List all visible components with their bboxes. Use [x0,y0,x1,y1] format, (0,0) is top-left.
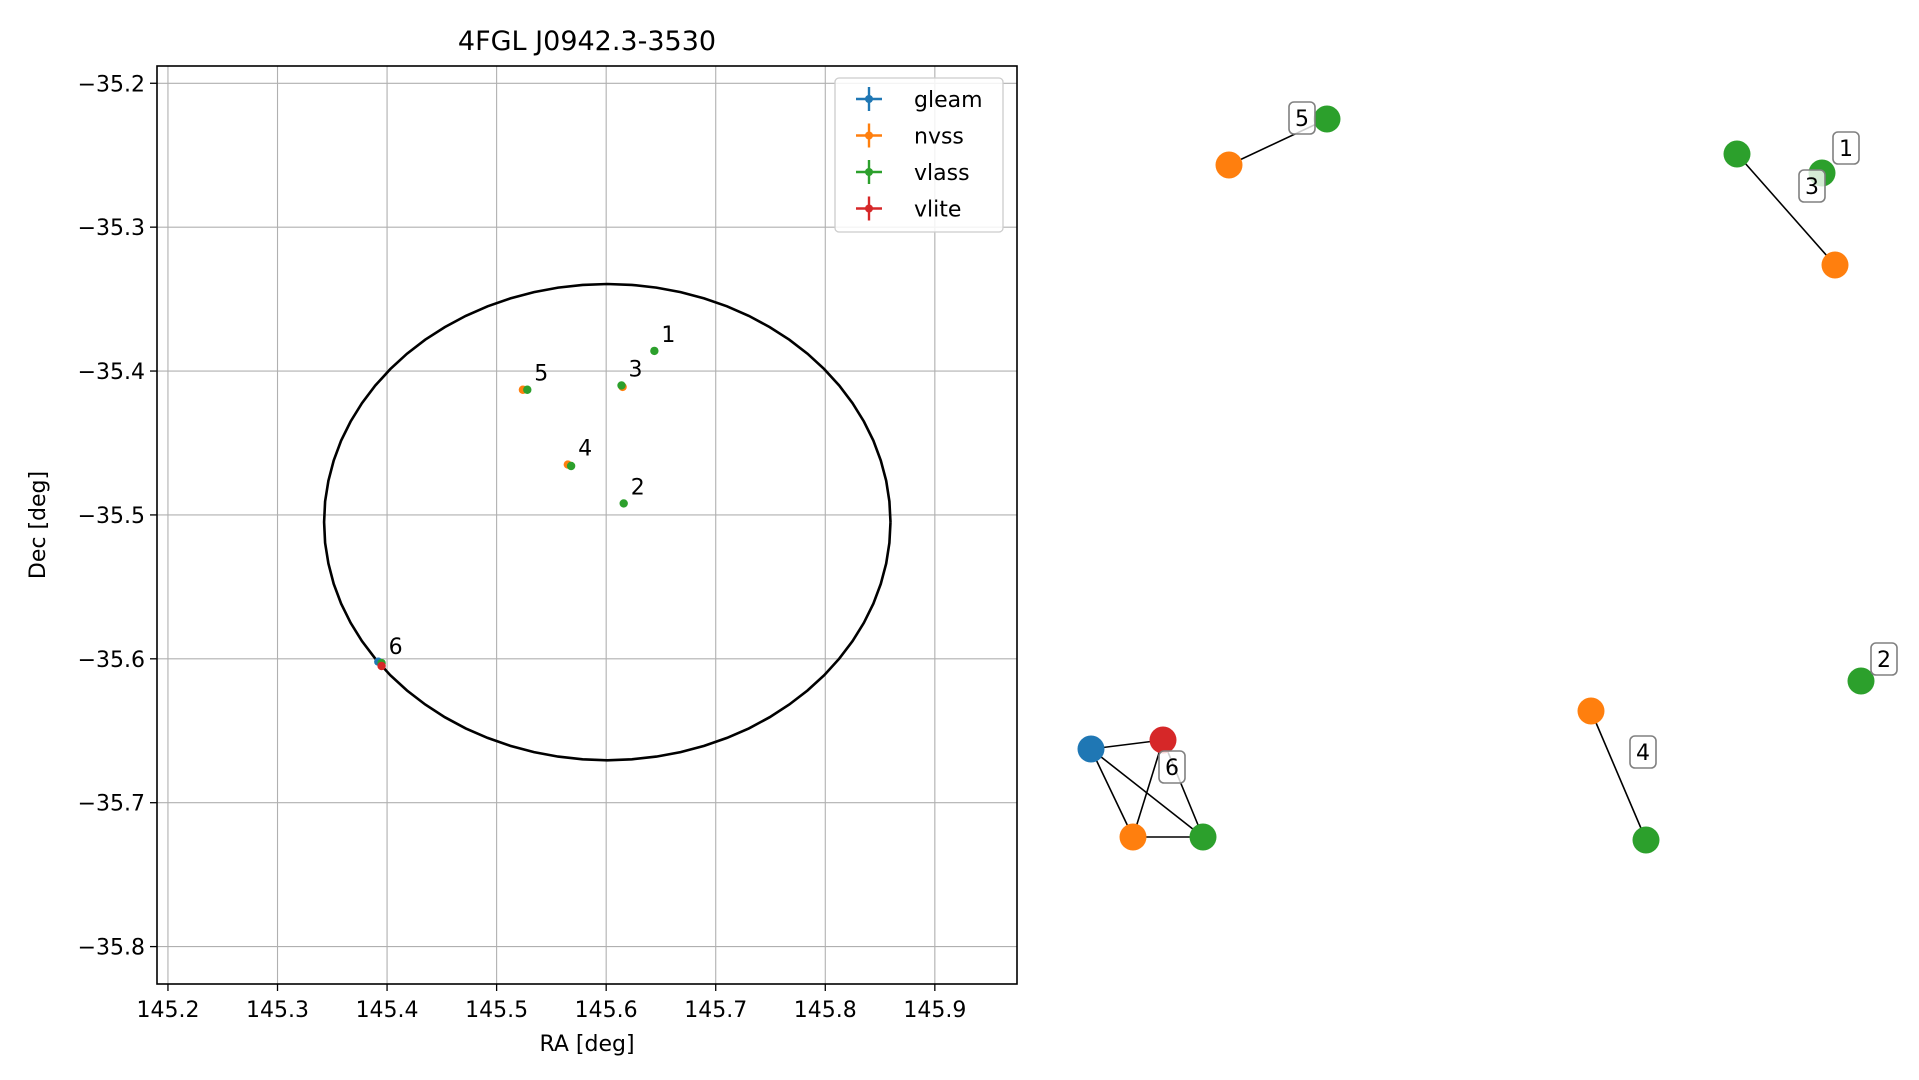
node-nvss [1215,151,1243,179]
x-tick-label: 145.6 [575,998,638,1023]
legend-dot-gleam [865,95,873,103]
x-axis-label: RA [deg] [539,1032,634,1057]
y-tick-label: −35.5 [78,504,145,529]
data-points [374,346,659,671]
node-nvss [1577,697,1605,725]
group-label: 2 [1877,648,1891,673]
annotation-label: 3 [629,357,643,382]
y-tick-label: −35.2 [78,72,145,97]
network-nodes [1077,105,1875,854]
group-label-box [1158,750,1186,784]
y-tick-label: −35.7 [78,792,145,817]
scatter-chart: 4FGL J0942.3-3530 145.2 145.3 145.4 145.5 14… [26,26,1018,1057]
y-axis-ticks: −35.2 −35.3 −35.4 −35.5 −35.6 −35.7 −35.8 [78,72,157,961]
annotation-label: 2 [631,475,645,500]
x-tick-label: 145.4 [356,998,419,1023]
node-vlass [1313,105,1341,133]
group-label: 1 [1839,137,1853,162]
annotation-label: 1 [661,323,675,348]
group-label: 3 [1805,175,1819,200]
y-tick-label: −35.3 [78,216,145,241]
point-vlass [523,385,532,394]
group-label-box [1629,735,1657,769]
node-vlite [1149,726,1177,754]
edge-group-6 [1090,748,1134,838]
group-label-box [1288,101,1316,135]
plot-frame [156,65,1018,985]
annotation-label: 6 [389,635,403,660]
network-labels: 1 2 3 4 5 6 [1158,101,1898,784]
edge-group-3 [1736,153,1836,266]
x-tick-label: 145.5 [465,998,528,1023]
group-label: 6 [1165,756,1179,781]
annotation-label: 4 [578,437,592,462]
legend-label-vlass: vlass [914,161,970,186]
legend-dot-nvss [865,131,873,140]
group-label: 5 [1295,107,1309,132]
legend-dot-vlass [865,168,873,176]
group-label-box [1832,131,1860,165]
legend-box [834,77,1004,233]
edge-group-6 [1132,739,1164,838]
source-annotations: 1 2 3 4 5 6 [389,323,676,660]
y-tick-label: −35.6 [78,648,145,673]
point-vlass [650,346,659,356]
node-nvss [1119,823,1147,851]
legend-label-gleam: gleam [914,88,983,113]
node-nvss [1821,251,1849,279]
y-axis-label: Dec [deg] [26,471,51,579]
legend-dot-vlite [865,204,873,213]
y-tick-label: −35.4 [78,360,145,385]
x-tick-label: 145.2 [136,998,199,1023]
node-gleam [1077,735,1105,763]
point-vlass [617,381,626,390]
match-network: 1 2 3 4 5 6 [1077,101,1898,854]
x-tick-label: 145.3 [246,998,309,1023]
x-tick-label: 145.9 [903,998,966,1023]
node-vlass [1189,823,1217,851]
group-label: 4 [1636,741,1650,766]
x-tick-label: 145.7 [684,998,747,1023]
group-label-box [1870,642,1898,676]
ellipse-outline [322,282,892,762]
point-vlite [377,661,386,671]
point-vlass [619,499,628,508]
grid [157,66,1017,984]
edge-group-4 [1590,710,1647,841]
legend: gleam nvss vlass vlite [834,77,1004,233]
node-vlass [1847,667,1875,695]
point-vlass [566,461,576,471]
group-label-box [1798,169,1826,203]
annotation-label: 5 [534,362,548,387]
chart-title: 4FGL J0942.3-3530 [458,26,716,57]
node-vlass [1632,826,1660,854]
legend-label-vlite: vlite [914,198,961,223]
x-tick-label: 145.8 [794,998,857,1023]
localization-ellipse [322,282,892,762]
node-vlass [1723,140,1751,168]
x-axis-ticks: 145.2 145.3 145.4 145.5 145.6 145.7 145.8 145.9 [136,984,966,1023]
legend-label-nvss: nvss [914,125,964,150]
network-edges [1090,118,1836,841]
y-tick-label: −35.8 [78,936,145,961]
